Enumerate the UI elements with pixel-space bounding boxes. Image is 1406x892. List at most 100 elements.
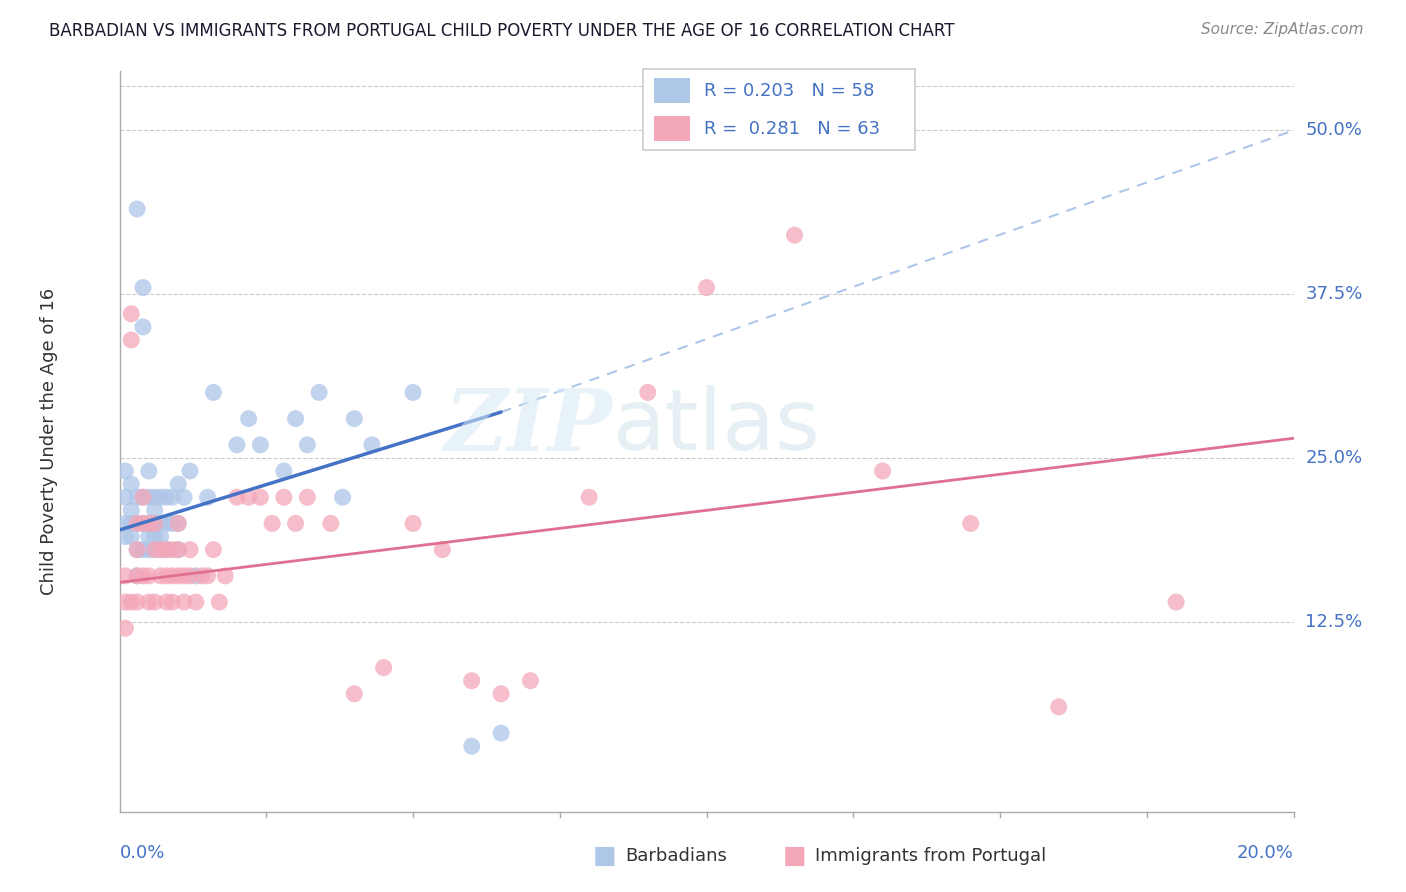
Point: [343, 411, 366, 425]
Text: ■: ■: [783, 845, 806, 868]
Point: [432, 542, 454, 557]
Point: [127, 490, 149, 504]
Text: 25.0%: 25.0%: [1305, 449, 1362, 467]
Point: [167, 542, 190, 557]
Point: [120, 530, 142, 544]
Text: atlas: atlas: [613, 385, 821, 468]
Point: [149, 542, 172, 557]
Point: [361, 438, 384, 452]
Point: [1164, 595, 1187, 609]
Point: [132, 280, 155, 294]
Point: [132, 569, 155, 583]
Point: [127, 595, 149, 609]
Point: [343, 687, 366, 701]
Point: [138, 569, 160, 583]
Point: [127, 569, 149, 583]
Point: [578, 490, 600, 504]
Point: [872, 464, 894, 478]
Point: [132, 516, 155, 531]
Point: [127, 516, 149, 531]
Point: [120, 333, 142, 347]
Point: [162, 490, 184, 504]
Point: [225, 490, 249, 504]
Point: [149, 542, 172, 557]
Point: [162, 569, 184, 583]
Point: [143, 490, 166, 504]
Point: [1047, 699, 1070, 714]
Point: [120, 503, 142, 517]
Point: [167, 477, 190, 491]
Text: R = 0.203   N = 58: R = 0.203 N = 58: [704, 82, 875, 100]
Point: [143, 542, 166, 557]
Point: [114, 516, 136, 531]
Point: [637, 385, 659, 400]
Point: [127, 516, 149, 531]
Text: Source: ZipAtlas.com: Source: ZipAtlas.com: [1201, 22, 1364, 37]
Text: BARBADIAN VS IMMIGRANTS FROM PORTUGAL CHILD POVERTY UNDER THE AGE OF 16 CORRELAT: BARBADIAN VS IMMIGRANTS FROM PORTUGAL CH…: [49, 22, 955, 40]
Text: Barbadians: Barbadians: [626, 847, 727, 865]
Point: [155, 542, 177, 557]
Point: [138, 530, 160, 544]
Point: [179, 569, 201, 583]
Text: 20.0%: 20.0%: [1237, 845, 1294, 863]
Point: [297, 490, 319, 504]
Point: [127, 542, 149, 557]
Point: [149, 569, 172, 583]
Point: [143, 595, 166, 609]
Point: [332, 490, 354, 504]
Point: [179, 464, 201, 478]
Point: [120, 595, 142, 609]
Point: [173, 595, 195, 609]
Text: Immigrants from Portugal: Immigrants from Portugal: [815, 847, 1046, 865]
Point: [143, 516, 166, 531]
Point: [132, 490, 155, 504]
Point: [319, 516, 342, 531]
Point: [308, 385, 330, 400]
Point: [402, 516, 425, 531]
Point: [149, 490, 172, 504]
Point: [249, 490, 271, 504]
Point: [143, 516, 166, 531]
Point: [167, 516, 190, 531]
Point: [460, 739, 484, 754]
Point: [284, 516, 307, 531]
Point: [373, 660, 395, 674]
Point: [519, 673, 541, 688]
Point: [197, 569, 219, 583]
Text: 50.0%: 50.0%: [1305, 121, 1362, 139]
Point: [127, 542, 149, 557]
Point: [127, 569, 149, 583]
Point: [155, 542, 177, 557]
Point: [143, 542, 166, 557]
Point: [132, 516, 155, 531]
Point: [138, 464, 160, 478]
Text: R =  0.281   N = 63: R = 0.281 N = 63: [704, 120, 880, 137]
Point: [132, 490, 155, 504]
Point: [402, 385, 425, 400]
Text: ■: ■: [593, 845, 616, 868]
Point: [202, 542, 225, 557]
Point: [120, 477, 142, 491]
Point: [132, 319, 155, 334]
Point: [238, 411, 260, 425]
Point: [696, 280, 718, 294]
Point: [173, 490, 195, 504]
Point: [138, 516, 160, 531]
Point: [162, 595, 184, 609]
Point: [114, 569, 136, 583]
Point: [155, 595, 177, 609]
Point: [273, 464, 295, 478]
Point: [238, 490, 260, 504]
Point: [114, 530, 136, 544]
Point: [197, 490, 219, 504]
Point: [273, 490, 295, 504]
Text: ZIP: ZIP: [444, 385, 613, 468]
Point: [202, 385, 225, 400]
Text: 37.5%: 37.5%: [1305, 285, 1362, 303]
Text: Child Poverty Under the Age of 16: Child Poverty Under the Age of 16: [39, 288, 58, 595]
Point: [179, 542, 201, 557]
Point: [162, 516, 184, 531]
Point: [138, 516, 160, 531]
Point: [297, 438, 319, 452]
FancyBboxPatch shape: [654, 116, 690, 142]
